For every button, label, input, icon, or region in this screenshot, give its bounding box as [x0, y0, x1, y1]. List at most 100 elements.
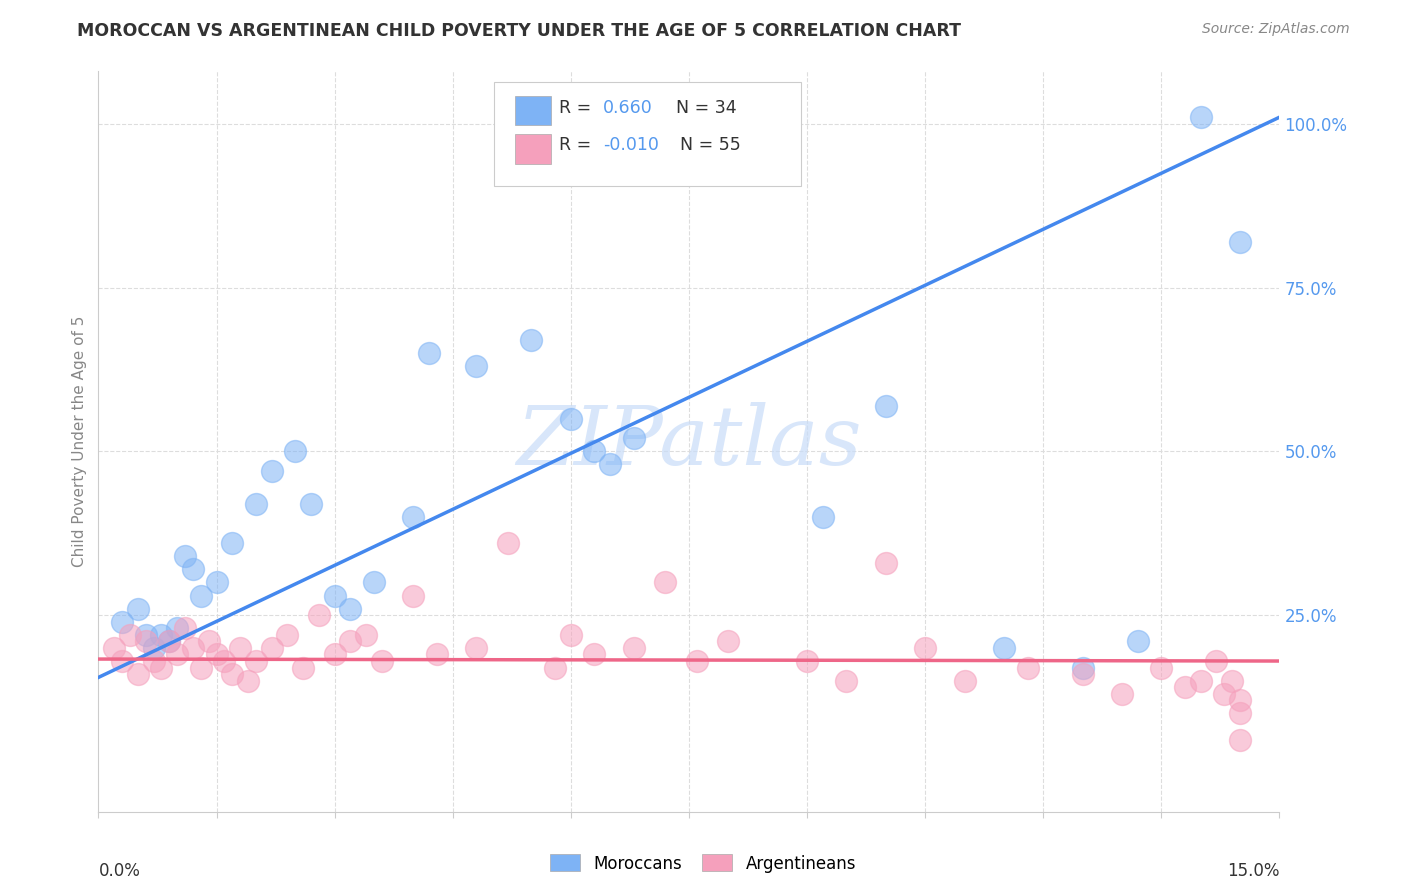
Point	[292, 660, 315, 674]
Point	[354, 628, 377, 642]
Point	[371, 654, 394, 668]
Point	[190, 589, 212, 603]
Point	[323, 648, 346, 662]
Point	[1220, 673, 1243, 688]
Point	[190, 660, 212, 674]
Point	[135, 628, 157, 642]
Y-axis label: Child Poverty Under the Age of 5: Child Poverty Under the Age of 5	[72, 316, 87, 567]
Point	[583, 444, 606, 458]
Point	[236, 673, 259, 688]
Point	[103, 640, 125, 655]
Point	[127, 667, 149, 681]
Point	[111, 615, 134, 629]
Point	[1229, 235, 1251, 249]
Point	[245, 654, 267, 668]
Point	[1213, 687, 1236, 701]
Point	[142, 654, 165, 668]
Point	[520, 333, 543, 347]
Legend: Moroccans, Argentineans: Moroccans, Argentineans	[543, 847, 863, 880]
Point	[142, 640, 165, 655]
Point	[245, 497, 267, 511]
Point	[205, 648, 228, 662]
Text: N = 55: N = 55	[669, 136, 741, 154]
Point	[221, 667, 243, 681]
Point	[1205, 654, 1227, 668]
Point	[1189, 673, 1212, 688]
Point	[229, 640, 252, 655]
Point	[1229, 693, 1251, 707]
Text: N = 34: N = 34	[665, 99, 737, 118]
Point	[118, 628, 141, 642]
Point	[166, 648, 188, 662]
Point	[135, 634, 157, 648]
Point	[1150, 660, 1173, 674]
Point	[544, 660, 567, 674]
Point	[166, 621, 188, 635]
Point	[835, 673, 858, 688]
Point	[1229, 706, 1251, 721]
Point	[284, 444, 307, 458]
Point	[654, 575, 676, 590]
Text: MOROCCAN VS ARGENTINEAN CHILD POVERTY UNDER THE AGE OF 5 CORRELATION CHART: MOROCCAN VS ARGENTINEAN CHILD POVERTY UN…	[77, 22, 962, 40]
Point	[214, 654, 236, 668]
Point	[260, 464, 283, 478]
Text: 15.0%: 15.0%	[1227, 862, 1279, 880]
Point	[402, 589, 425, 603]
Point	[1174, 680, 1197, 694]
Point	[1071, 660, 1094, 674]
Text: 0.0%: 0.0%	[98, 862, 141, 880]
Point	[197, 634, 219, 648]
Point	[914, 640, 936, 655]
Point	[402, 509, 425, 524]
Point	[174, 621, 197, 635]
Text: 0.660: 0.660	[603, 99, 652, 118]
Point	[221, 536, 243, 550]
Point	[560, 628, 582, 642]
Point	[465, 359, 488, 374]
Point	[260, 640, 283, 655]
Point	[993, 640, 1015, 655]
Point	[623, 640, 645, 655]
Point	[686, 654, 709, 668]
Text: ZIPatlas: ZIPatlas	[516, 401, 862, 482]
Point	[299, 497, 322, 511]
Point	[418, 346, 440, 360]
Point	[717, 634, 740, 648]
Point	[875, 556, 897, 570]
Point	[1189, 110, 1212, 124]
Point	[157, 634, 180, 648]
Point	[181, 562, 204, 576]
Point	[583, 648, 606, 662]
Point	[796, 654, 818, 668]
Text: R =: R =	[560, 99, 596, 118]
Point	[150, 660, 173, 674]
Point	[111, 654, 134, 668]
Point	[127, 601, 149, 615]
Point	[174, 549, 197, 564]
Point	[181, 640, 204, 655]
Point	[875, 399, 897, 413]
Point	[205, 575, 228, 590]
Point	[623, 431, 645, 445]
Text: R =: R =	[560, 136, 596, 154]
Point	[339, 634, 361, 648]
Point	[811, 509, 834, 524]
FancyBboxPatch shape	[516, 95, 551, 126]
Point	[599, 458, 621, 472]
Point	[157, 634, 180, 648]
Point	[1017, 660, 1039, 674]
Point	[1111, 687, 1133, 701]
Point	[323, 589, 346, 603]
Point	[308, 608, 330, 623]
FancyBboxPatch shape	[516, 135, 551, 164]
Point	[560, 411, 582, 425]
Point	[953, 673, 976, 688]
Point	[1071, 667, 1094, 681]
Point	[363, 575, 385, 590]
Point	[150, 628, 173, 642]
Point	[1229, 732, 1251, 747]
Text: -0.010: -0.010	[603, 136, 658, 154]
Point	[465, 640, 488, 655]
FancyBboxPatch shape	[494, 82, 801, 186]
Point	[1126, 634, 1149, 648]
